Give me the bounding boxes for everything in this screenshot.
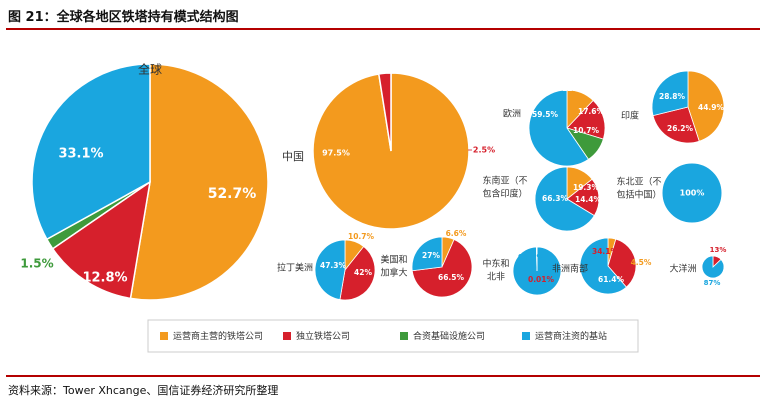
pie-slice-ne_asia-injected	[661, 162, 723, 224]
data-label-oceania-injected: 87%	[704, 279, 721, 287]
pie-name-india: 印度	[621, 110, 639, 122]
pie-name-china: 中国	[282, 150, 304, 163]
data-label-me_na-operator: 0.01%	[528, 275, 555, 284]
data-label-africa_s-independent: 34.1%	[592, 247, 619, 256]
data-label-us_ca-injected: 27%	[422, 251, 440, 260]
data-label-se_asia-independent: 19.3%	[573, 183, 600, 192]
data-label-africa_s-operator: 4.5%	[631, 258, 652, 267]
pie-name-africa_s: 非洲南部	[552, 263, 588, 275]
data-label-china-operator: 97.5%	[322, 149, 350, 158]
data-label-europe-jv: 10.7%	[573, 126, 600, 135]
pie-slice-africa_s-injected	[579, 237, 627, 295]
data-label-oceania-independent: 13%	[710, 246, 727, 254]
pie-name-se_asia-line1: 东南亚（不	[482, 175, 527, 187]
figure-title: 图 21：全球各地区铁塔持有模式结构图	[8, 10, 239, 25]
data-label-india-independent: 26.2%	[667, 124, 694, 133]
pie-name-europe: 欧洲	[503, 108, 521, 120]
legend-label-operator: 运营商主营的铁塔公司	[173, 330, 263, 342]
pie-name-oceania: 大洋洲	[669, 263, 696, 275]
data-label-europe-operator: 12.1%	[562, 84, 589, 93]
bottom-rule	[6, 375, 760, 377]
data-label-india-injected: 28.8%	[659, 92, 686, 101]
data-label-us_ca-independent: 66.5%	[438, 273, 465, 282]
pie-slice-india-operator	[687, 70, 725, 142]
data-label-us_ca-operator: 6.6%	[446, 229, 467, 238]
pie-slice-us_ca-injected	[411, 236, 443, 272]
data-label-se_asia-injected: 66.3%	[542, 194, 569, 203]
data-label-europe-independent: 17.6%	[578, 107, 605, 116]
data-label-se_asia-operator: 14.4%	[575, 195, 602, 204]
pie-slice-se_asia-injected	[534, 166, 595, 232]
top-rule	[6, 28, 760, 30]
pie-slice-india-injected	[651, 70, 689, 117]
pie-slice-africa_s-independent	[607, 238, 637, 288]
pie-name-us_ca-line1: 美国和	[380, 254, 407, 266]
pie-slice-latam-independent	[339, 245, 376, 301]
legend-swatch-operator	[160, 332, 168, 340]
pie-slice-global-independent	[51, 180, 152, 300]
data-label-africa_s-injected: 61.4%	[598, 275, 625, 284]
data-label-ne_asia-injected: 100%	[680, 189, 705, 198]
pie-slice-oceania-injected	[701, 255, 725, 279]
source-note: 资料来源：Tower Xhcange、国信证券经济研究所整理	[8, 384, 279, 397]
pie-slice-global-injected	[31, 63, 151, 241]
pie-name-global: 全球	[138, 62, 162, 77]
legend-label-injected: 运营商注资的基站	[535, 330, 607, 342]
legend-swatch-independent	[283, 332, 291, 340]
pie-slice-latam-injected	[314, 239, 346, 301]
data-label-china-independent: 2.5%	[473, 146, 495, 155]
pie-slice-india-independent	[652, 106, 700, 144]
pie-name-us_ca-line2: 加拿大	[380, 267, 407, 279]
data-label-global-jv: 1.5%	[20, 257, 53, 271]
data-label-latam-independent: 42%	[354, 268, 372, 277]
data-label-me_na-injected: 99.5%	[518, 253, 545, 262]
pie-name-me_na-line2: 北非	[487, 271, 505, 283]
legend: 运营商主营的铁塔公司 独立铁塔公司 合资基础设施公司 运营商注资的基站	[147, 319, 639, 353]
data-label-europe-injected: 59.5%	[532, 110, 559, 119]
legend-label-jv: 合资基础设施公司	[413, 330, 485, 342]
pie-slice-us_ca-independent	[411, 239, 473, 298]
pie-name-ne_asia-line2: 包括中国）	[616, 189, 661, 201]
pie-name-me_na-line1: 中东和	[482, 258, 509, 270]
legend-label-independent: 独立铁塔公司	[296, 330, 350, 342]
data-label-india-operator: 44.9%	[698, 103, 725, 112]
pie-slice-china-independent	[377, 72, 392, 152]
legend-box	[147, 319, 639, 353]
data-label-latam-operator: 10.7%	[348, 232, 375, 241]
legend-swatch-injected	[522, 332, 530, 340]
data-label-global-operator: 52.7%	[208, 186, 257, 202]
data-label-latam-injected: 47.3%	[320, 261, 347, 270]
pie-name-se_asia-line2: 包含印度）	[482, 188, 527, 200]
pie-slice-se_asia-independent	[566, 178, 600, 217]
pie-slice-europe-injected	[528, 89, 590, 167]
pie-name-ne_asia-line1: 东北亚（不	[616, 176, 661, 188]
legend-swatch-jv	[400, 332, 408, 340]
pie-name-latam: 拉丁美洲	[277, 262, 313, 274]
pie-slice-europe-independent	[566, 99, 606, 140]
pie-chart-panel: 全球 52.7% 12.8% 1.5% 33.1% 中国 97.5% 2.5% 欧洲 12.1% 1…	[20, 62, 727, 353]
data-label-global-independent: 12.8%	[82, 271, 127, 286]
data-label-global-injected: 33.1%	[58, 147, 103, 162]
pie-slice-global-operator	[129, 63, 269, 301]
